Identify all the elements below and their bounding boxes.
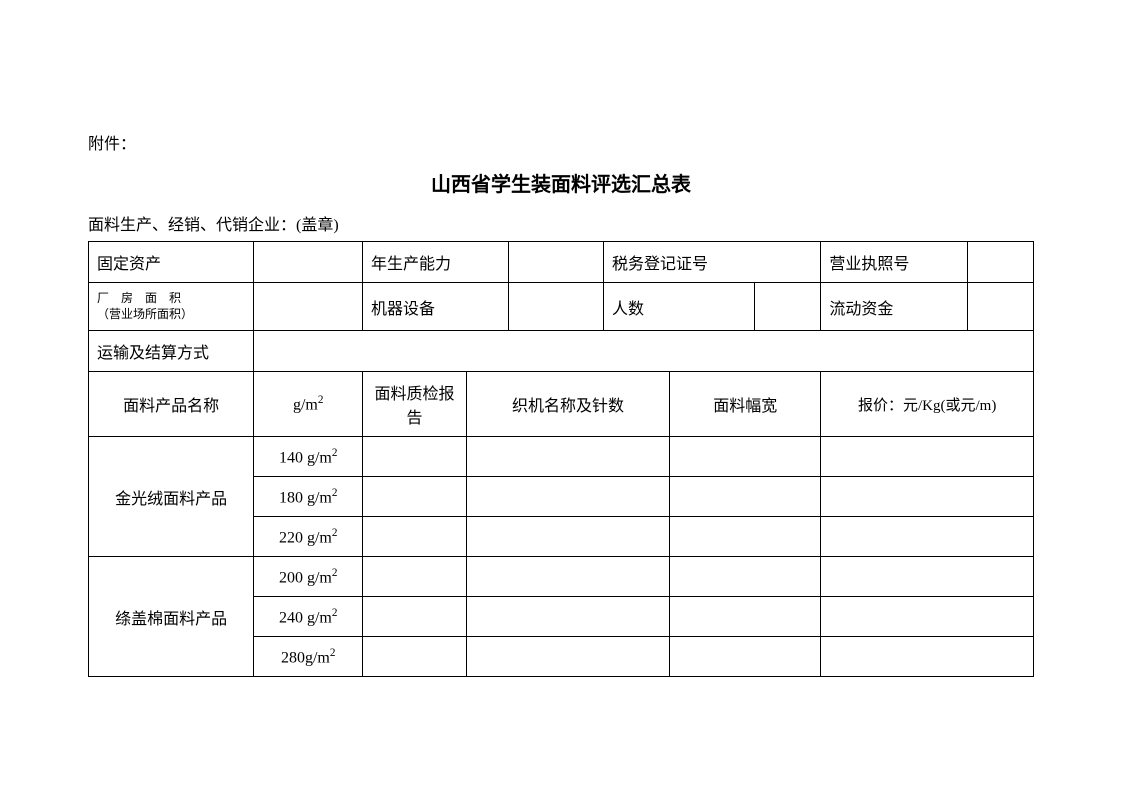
spec-val: 200 g/m — [279, 569, 332, 586]
spec-sup: 2 — [330, 647, 336, 659]
col-density-prefix: g/m — [293, 396, 318, 413]
width-cell — [670, 637, 821, 677]
price-cell — [821, 477, 1034, 517]
subtitle: 面料生产、经销、代销企业：(盖章) — [88, 211, 1034, 235]
col-density-sup: 2 — [318, 394, 324, 406]
spec-sup: 2 — [332, 607, 338, 619]
price-cell — [821, 637, 1034, 677]
headcount-value — [755, 283, 821, 331]
spec-cell: 220 g/m2 — [254, 517, 363, 557]
table-row: 金光绒面料产品 140 g/m2 — [89, 437, 1034, 477]
spec-cell: 280g/m2 — [254, 637, 363, 677]
transport-row: 运输及结算方式 — [89, 331, 1034, 372]
inspection-cell — [363, 637, 467, 677]
factory-area-value — [254, 283, 363, 331]
width-cell — [670, 517, 821, 557]
info-row-2: 厂 房 面 积 （营业场所面积） 机器设备 人数 流动资金 — [89, 283, 1034, 331]
price-cell — [821, 437, 1034, 477]
loom-cell — [466, 477, 669, 517]
working-capital-label: 流动资金 — [821, 283, 967, 331]
license-label: 营业执照号 — [821, 242, 967, 283]
spec-cell: 240 g/m2 — [254, 597, 363, 637]
col-width: 面料幅宽 — [670, 372, 821, 437]
document-title: 山西省学生装面料评选汇总表 — [88, 168, 1034, 197]
inspection-cell — [363, 437, 467, 477]
factory-area-line1: 厂 房 面 积 — [97, 291, 181, 305]
spec-val: 180 g/m — [279, 489, 332, 506]
price-cell — [821, 597, 1034, 637]
factory-area-line2: （营业场所面积） — [97, 307, 193, 321]
equipment-value — [509, 283, 604, 331]
loom-cell — [466, 437, 669, 477]
product-name-2: 绦盖棉面料产品 — [89, 557, 254, 677]
transport-label: 运输及结算方式 — [89, 331, 254, 372]
spec-sup: 2 — [332, 447, 338, 459]
col-price: 报价：元/Kg(或元/m) — [821, 372, 1034, 437]
transport-value — [254, 331, 1034, 372]
production-capacity-value — [509, 242, 604, 283]
spec-sup: 2 — [332, 567, 338, 579]
equipment-label: 机器设备 — [363, 283, 509, 331]
price-cell — [821, 517, 1034, 557]
spec-val: 140 g/m — [279, 449, 332, 466]
fixed-assets-label: 固定资产 — [89, 242, 254, 283]
license-value — [967, 242, 1033, 283]
col-inspection: 面料质检报告 — [363, 372, 467, 437]
headcount-label: 人数 — [603, 283, 754, 331]
inspection-cell — [363, 517, 467, 557]
factory-area-label: 厂 房 面 积 （营业场所面积） — [89, 283, 254, 331]
spec-sup: 2 — [332, 487, 338, 499]
width-cell — [670, 597, 821, 637]
working-capital-value — [967, 283, 1033, 331]
spec-val: 280g/m — [281, 649, 330, 666]
product-name-1: 金光绒面料产品 — [89, 437, 254, 557]
loom-cell — [466, 557, 669, 597]
form-table: 固定资产 年生产能力 税务登记证号 营业执照号 厂 房 面 积 （营业场所面积）… — [88, 241, 1034, 677]
spec-val: 240 g/m — [279, 609, 332, 626]
inspection-cell — [363, 477, 467, 517]
attachment-label: 附件： — [88, 130, 1034, 154]
price-cell — [821, 557, 1034, 597]
tax-reg-label: 税务登记证号 — [603, 242, 820, 283]
spec-cell: 140 g/m2 — [254, 437, 363, 477]
inspection-cell — [363, 597, 467, 637]
table-row: 绦盖棉面料产品 200 g/m2 — [89, 557, 1034, 597]
loom-cell — [466, 517, 669, 557]
production-capacity-label: 年生产能力 — [363, 242, 509, 283]
fixed-assets-value — [254, 242, 363, 283]
col-density: g/m2 — [254, 372, 363, 437]
loom-cell — [466, 637, 669, 677]
spec-cell: 200 g/m2 — [254, 557, 363, 597]
spec-sup: 2 — [332, 527, 338, 539]
col-product-name: 面料产品名称 — [89, 372, 254, 437]
spec-val: 220 g/m — [279, 529, 332, 546]
inspection-cell — [363, 557, 467, 597]
width-cell — [670, 477, 821, 517]
col-loom: 织机名称及针数 — [466, 372, 669, 437]
width-cell — [670, 437, 821, 477]
product-header-row: 面料产品名称 g/m2 面料质检报告 织机名称及针数 面料幅宽 报价：元/Kg(… — [89, 372, 1034, 437]
width-cell — [670, 557, 821, 597]
loom-cell — [466, 597, 669, 637]
spec-cell: 180 g/m2 — [254, 477, 363, 517]
info-row-1: 固定资产 年生产能力 税务登记证号 营业执照号 — [89, 242, 1034, 283]
